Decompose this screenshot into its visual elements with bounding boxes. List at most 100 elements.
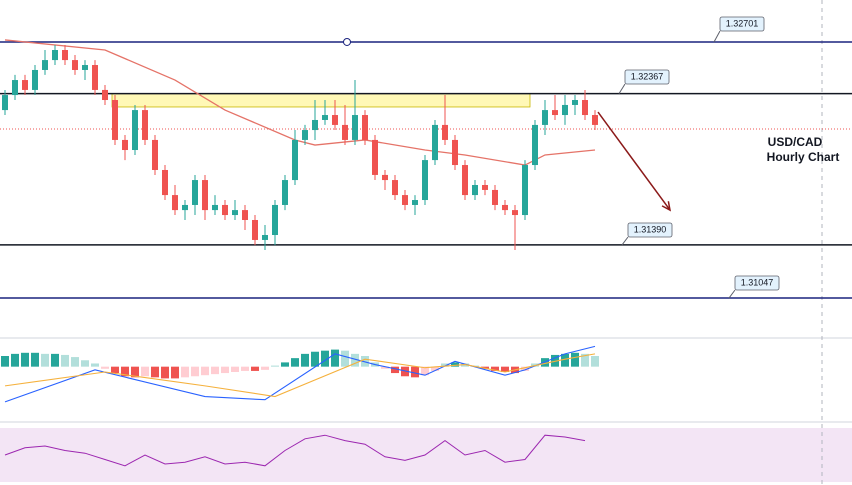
macd-histogram-bar [161,366,169,379]
macd-histogram-bar [81,360,89,367]
candle-body [42,60,48,70]
label-connector [728,289,736,299]
macd-histogram-bar [561,353,569,367]
macd-histogram-bar [341,350,349,367]
candle-body [452,139,458,166]
candle-body [542,110,548,125]
anchor-handle [343,37,351,46]
candle-body [392,180,398,196]
macd-histogram-bar [211,366,219,375]
level-label-box [624,69,670,85]
candle-body [442,124,448,140]
candle-body [22,80,28,90]
candle-body [212,204,218,211]
candle-body [532,124,538,166]
macd-histogram-bar [191,366,199,377]
macd-histogram-bar [291,358,299,367]
macd-histogram-bar [151,366,159,378]
annotation: Hourly Chart [767,150,840,164]
level-label: 1.32367 [631,71,664,81]
macd-histogram-bar [71,357,79,367]
candle-body [282,180,288,205]
candle-body [302,130,308,140]
macd-histogram-bar [331,349,339,367]
macd-histogram-bar [31,352,39,367]
level-label-box [719,16,765,32]
candle-body [352,115,358,140]
macd-histogram-bar [21,352,29,367]
macd-histogram-bar [131,366,139,378]
candle-body [362,115,368,140]
candle-body [262,235,268,240]
candle-body [102,89,108,101]
label-connector [713,30,721,43]
macd-histogram-bar [111,366,119,374]
candle-body [382,174,388,181]
level-label: 1.32701 [726,18,759,28]
macd-histogram-bar [501,366,509,372]
macd-histogram-bar [311,351,319,367]
candle-body [122,139,128,151]
macd-histogram-bar [451,362,459,367]
candle-body [192,180,198,205]
candle-body [92,65,98,90]
candle-body [172,195,178,211]
macd-histogram-bar [491,366,499,371]
candle-body [242,210,248,220]
candle-body [152,139,158,170]
macd-histogram-bar [321,350,329,367]
macd-histogram-bar [11,353,19,367]
macd-histogram-bar [181,366,189,378]
macd-histogram-bar [431,366,439,371]
candle-body [252,219,258,240]
candle-body [232,210,238,216]
candle-body [372,139,378,175]
candle-body [402,195,408,205]
level-label: 1.31047 [741,277,774,287]
candle-body [562,104,568,116]
macd-histogram-bar [421,366,429,376]
candle-body [62,50,68,61]
macd-histogram-bar [571,352,579,367]
candle-body [12,80,18,96]
macd-histogram-bar [351,353,359,367]
macd-histogram-bar [51,353,59,367]
macd-histogram-bar [381,366,389,369]
macd-histogram-bar [301,353,309,367]
macd-histogram-bar [121,366,129,377]
candle-body [512,210,518,216]
level-label: 1.31390 [634,224,667,234]
candle-body [332,115,338,125]
candle-body [222,204,228,216]
candle-body [272,204,278,236]
macd-histogram-bar [271,365,279,367]
macd-histogram-bar [241,366,249,371]
level-label-box [627,222,673,238]
macd-histogram-bar [61,354,69,367]
level-label-box [734,275,780,291]
plot: 1.32701 1.32367 1.31390 1.31047 [0,16,852,467]
macd-histogram-bar [281,362,289,367]
macd-histogram-bar [261,366,269,370]
candle-body [522,165,528,216]
macd-histogram-bar [411,366,419,378]
candle-body [112,100,118,140]
candle-body [412,200,418,205]
candle-body [432,124,438,161]
macd-histogram-bar [581,353,589,367]
candle-body [572,100,578,105]
macd-histogram-bar [201,366,209,376]
arrow-shaft [597,111,671,211]
label-connector [621,236,629,246]
candle-body [82,65,88,70]
candle-body [72,60,78,70]
macd-histogram-bar [521,366,529,371]
resistance-zone [111,93,531,108]
candle-body [482,185,488,190]
rsi-line [4,434,586,467]
candle-body [492,189,498,205]
candle-body [552,110,558,116]
candle-body [322,115,328,120]
candle-body [162,169,168,196]
